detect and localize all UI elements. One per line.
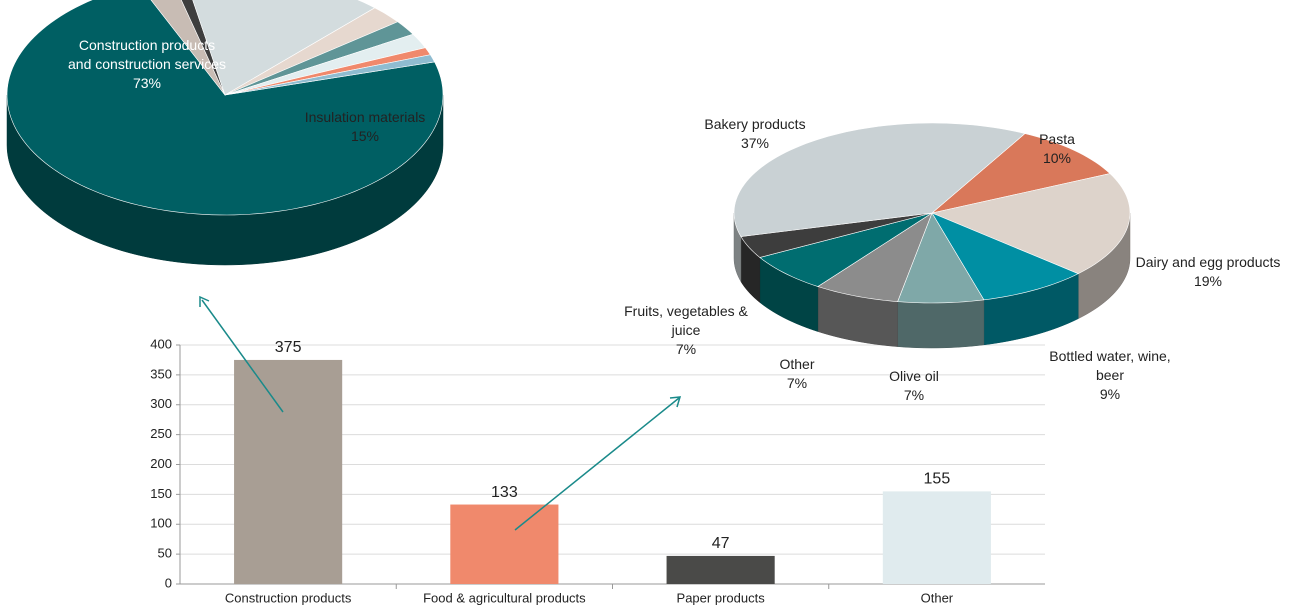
slice [150,0,226,96]
slice [224,54,436,96]
y-tick-label: 300 [150,396,172,411]
slice-name: Bakery products [704,116,806,132]
slice [192,0,376,96]
slice [931,133,1111,214]
slice-name: Construction products and construction s… [68,37,226,72]
y-tick-label: 150 [150,486,172,501]
slice [733,122,1026,237]
slice-value: 10% [1042,150,1072,166]
slice [931,173,1131,275]
value-label: 47 [712,535,730,552]
slice-name: Bottled water, wine, beer [1049,348,1171,383]
bar [234,359,343,584]
x-tick-label: Other [921,590,954,605]
slice-value: 7% [675,341,697,357]
slice-name: Dairy and egg products [1135,254,1281,270]
slice-value: 73% [132,75,162,91]
y-tick-label: 200 [150,456,172,471]
slice-label: Other 7% [779,355,814,393]
slice [6,0,444,216]
slice-label: Olive oil 7% [889,367,939,405]
slice-side [897,299,985,349]
slice-value: 7% [903,387,925,403]
slice-label: Fruits, vegetables & juice 7% [616,302,756,359]
slice-value: 37% [740,135,770,151]
slice-label: Construction products and construction s… [67,36,227,93]
bar [666,555,775,584]
value-label: 375 [275,339,302,356]
arrow [201,299,284,413]
slice-label: Insulation materials 15% [305,108,426,146]
arrow-head [199,295,210,307]
y-tick-label: 0 [165,575,172,590]
slice-value: 9% [1099,386,1121,402]
value-label: 155 [924,471,951,488]
x-tick-label: Food & agricultural products [423,590,586,605]
arrow [514,397,680,531]
slice [224,7,399,96]
slice-name: Insulation materials [304,109,426,125]
slice [759,212,933,287]
bar [450,504,559,584]
y-tick-label: 100 [150,516,172,531]
slice-value: 7% [786,375,808,391]
slice-name: Olive oil [889,368,939,384]
slice [817,212,933,302]
slice-label: Bakery products 37% [704,115,805,153]
y-tick-label: 350 [150,366,172,381]
x-tick-label: Construction products [225,590,352,605]
y-tick-label: 50 [158,546,172,561]
slice-value: 19% [1193,273,1223,289]
slice-name: Pasta [1039,131,1075,147]
x-tick-label: Paper products [677,590,766,605]
arrow-head [669,396,682,408]
slice-label: Pasta 10% [1039,130,1075,168]
value-label: 133 [491,484,518,501]
slice-name: Other [779,356,815,372]
slice [897,212,985,304]
slice [740,212,933,258]
slice-label: Bottled water, wine, beer 9% [1035,347,1185,404]
slice [931,212,1079,301]
y-tick-label: 250 [150,426,172,441]
slice-name: Fruits, vegetables & juice [624,303,748,338]
y-tick-label: 400 [150,336,172,351]
slice-value: 15% [350,128,380,144]
slice-label: Dairy and egg products 19% [1136,253,1281,291]
bar [882,491,991,584]
